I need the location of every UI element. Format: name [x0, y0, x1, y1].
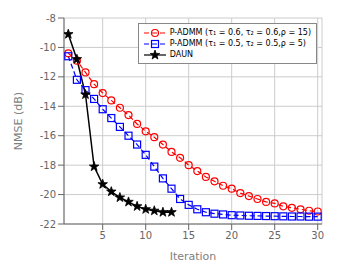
svg-text:-12: -12	[40, 71, 56, 82]
svg-text:-18: -18	[40, 160, 56, 171]
svg-text:-22: -22	[40, 219, 56, 230]
svg-text:5: 5	[100, 230, 106, 241]
svg-text:-16: -16	[40, 130, 56, 141]
svg-text:Iteration: Iteration	[170, 250, 217, 263]
svg-text:-14: -14	[40, 101, 56, 112]
html-text:P-ADMM (τ₁ = 0.6, τ₂ = 0.6,ρ =: P-ADMM (τ₁ = 0.6, τ₂ = 0.6,ρ = 15)	[169, 28, 311, 37]
svg-text:30: 30	[311, 230, 324, 241]
html-text:P-ADMM (τ₁ = 0.5, τ₂ = 0.5,ρ =: P-ADMM (τ₁ = 0.5, τ₂ = 0.5,ρ = 5)	[169, 39, 306, 48]
svg-text:-20: -20	[40, 189, 56, 200]
svg-text:25: 25	[268, 230, 281, 241]
svg-text:-10: -10	[40, 42, 56, 53]
svg-text:10: 10	[139, 230, 152, 241]
svg-text:-8: -8	[46, 13, 56, 24]
html-text:DAUN: DAUN	[169, 50, 193, 59]
svg-text:NMSE (dB): NMSE (dB)	[12, 92, 25, 150]
svg-text:20: 20	[225, 230, 238, 241]
svg-text:15: 15	[182, 230, 195, 241]
